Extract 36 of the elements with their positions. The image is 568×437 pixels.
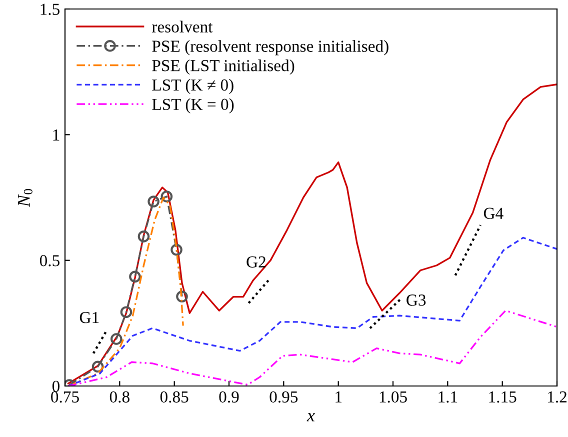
x-tick-label: 1.05 [380, 391, 407, 403]
x-tick-label: 1 [336, 391, 342, 402]
x-tick-label: 0.85 [160, 391, 188, 403]
x-tick-label: 0.95 [270, 391, 298, 403]
point [110, 333, 122, 345]
x-tick-label: 1.2 [548, 391, 566, 403]
y-tick-label: 0.5 [40, 255, 60, 266]
point [120, 306, 132, 318]
legend-label: LST (K = 0) [152, 98, 234, 114]
x-axis-title: x [306, 412, 315, 422]
point [129, 270, 141, 283]
annotation: G3 [406, 294, 426, 306]
annotation: G4 [484, 208, 504, 219]
legend-label: PSE (resolvent response initialised) [152, 40, 388, 56]
y-tick-label: 0 [52, 380, 60, 392]
legend-label: resolvent [152, 20, 213, 32]
y-tick-label: 1 [53, 129, 60, 140]
x-tick-label: 1.15 [489, 391, 516, 403]
annotation: G2 [246, 256, 266, 268]
y-axis-title: N$_{0}$ [18, 188, 32, 208]
point [170, 244, 182, 256]
y-tick-label: 1.5 [40, 4, 60, 16]
point [148, 196, 160, 208]
x-tick-label: 1.1 [438, 391, 458, 403]
point [138, 230, 150, 242]
x-tick-label: 0.9 [219, 391, 239, 403]
x-tick-label: 0.75 [51, 391, 79, 403]
legend-label: LST (K ≠ 0) [152, 78, 234, 94]
point [176, 290, 188, 302]
legend-label: PSE (LST initialised) [152, 60, 294, 75]
x-tick-label: 0.8 [110, 391, 130, 403]
point [160, 190, 173, 202]
annotation: G1 [80, 312, 99, 324]
line-series [67, 236, 557, 386]
point [92, 360, 104, 373]
line-series [67, 310, 557, 386]
